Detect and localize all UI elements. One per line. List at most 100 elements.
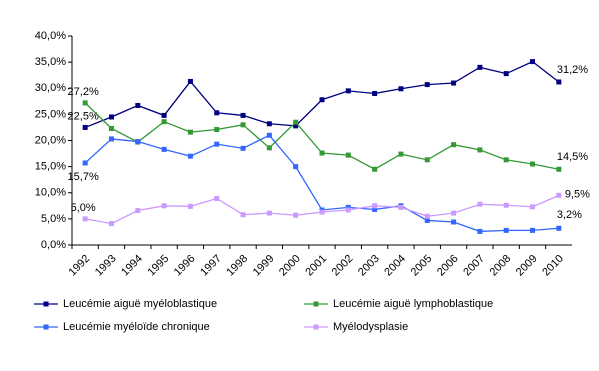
- x-tick-label: 1996: [172, 253, 198, 279]
- point: [477, 64, 483, 70]
- point: [187, 129, 193, 135]
- point: [398, 204, 404, 210]
- data-label: 5,0%: [71, 202, 96, 214]
- data-label: 27,2%: [68, 86, 99, 98]
- point: [372, 206, 378, 212]
- point: [82, 160, 88, 166]
- legend-label: Myélodysplasie: [333, 321, 408, 333]
- point: [345, 204, 351, 210]
- point: [530, 204, 536, 210]
- point: [161, 119, 167, 125]
- y-tick-label: 5,0%: [41, 213, 66, 225]
- legend-marker: [43, 324, 49, 330]
- y-tick-label: 40,0%: [35, 30, 66, 42]
- point: [556, 166, 562, 172]
- y-tick-label: 10,0%: [35, 187, 66, 199]
- point: [530, 227, 536, 233]
- legend-marker: [313, 301, 319, 307]
- x-tick-label: 2007: [461, 253, 487, 279]
- point: [556, 79, 562, 85]
- point: [161, 112, 167, 118]
- point: [451, 210, 457, 216]
- point: [135, 102, 141, 108]
- legend-label: Leucémie myéloïde chronique: [63, 321, 210, 333]
- x-tick-label: 1998: [224, 253, 250, 279]
- x-tick-label: 2010: [540, 253, 566, 279]
- point: [108, 221, 114, 227]
- point: [372, 166, 378, 172]
- point: [477, 228, 483, 234]
- point: [108, 125, 114, 131]
- point: [345, 88, 351, 94]
- point: [503, 157, 509, 163]
- legend-label: Leucémie aiguë myéloblastique: [63, 298, 217, 310]
- point: [266, 132, 272, 138]
- point: [477, 201, 483, 207]
- x-tick-label: 1994: [119, 253, 145, 279]
- point: [319, 150, 325, 156]
- point: [345, 152, 351, 158]
- point: [293, 212, 299, 218]
- point: [530, 161, 536, 167]
- point: [556, 192, 562, 198]
- point: [503, 227, 509, 233]
- point: [108, 136, 114, 142]
- point: [451, 142, 457, 148]
- x-tick-label: 1997: [198, 253, 224, 279]
- legend-marker: [43, 301, 49, 307]
- point: [293, 123, 299, 129]
- x-tick-label: 2002: [330, 253, 356, 279]
- x-tick-label: 1993: [93, 253, 119, 279]
- y-tick-label: 25,0%: [35, 108, 66, 120]
- x-tick-label: 2003: [356, 253, 382, 279]
- point: [187, 153, 193, 159]
- point: [187, 203, 193, 209]
- y-tick-label: 15,0%: [35, 161, 66, 173]
- point: [214, 110, 220, 116]
- point: [187, 78, 193, 84]
- data-label: 9,5%: [565, 188, 590, 200]
- point: [398, 151, 404, 157]
- point: [240, 212, 246, 218]
- point: [82, 216, 88, 222]
- x-tick-label: 2000: [277, 253, 303, 279]
- x-tick-label: 1992: [67, 253, 93, 279]
- point: [214, 141, 220, 147]
- point: [293, 164, 299, 170]
- point: [135, 208, 141, 214]
- point: [214, 127, 220, 133]
- legend-label: Leucémie aiguë lymphoblastique: [333, 298, 493, 310]
- point: [240, 145, 246, 151]
- point: [82, 124, 88, 130]
- point: [240, 122, 246, 128]
- point: [266, 121, 272, 127]
- y-tick-label: 20,0%: [35, 134, 66, 146]
- point: [161, 146, 167, 152]
- point: [266, 210, 272, 216]
- point: [424, 82, 430, 88]
- data-label: 15,7%: [68, 171, 99, 183]
- series-line: [84, 60, 560, 129]
- data-label: 22,5%: [68, 110, 99, 122]
- point: [135, 139, 141, 145]
- point: [530, 59, 536, 65]
- x-tick-label: 2001: [303, 253, 329, 279]
- point: [424, 217, 430, 223]
- x-tick-label: 2004: [382, 253, 408, 279]
- point: [556, 225, 562, 231]
- data-label: 3,2%: [557, 209, 582, 221]
- y-tick-label: 0,0%: [41, 239, 66, 251]
- point: [451, 80, 457, 86]
- point: [319, 97, 325, 103]
- data-label: 14,5%: [557, 151, 588, 163]
- point: [451, 219, 457, 225]
- point: [240, 112, 246, 118]
- point: [161, 203, 167, 209]
- legend-marker: [313, 324, 319, 330]
- point: [424, 157, 430, 163]
- x-tick-label: 2006: [435, 253, 461, 279]
- y-tick-label: 35,0%: [35, 56, 66, 68]
- point: [503, 71, 509, 77]
- point: [424, 213, 430, 219]
